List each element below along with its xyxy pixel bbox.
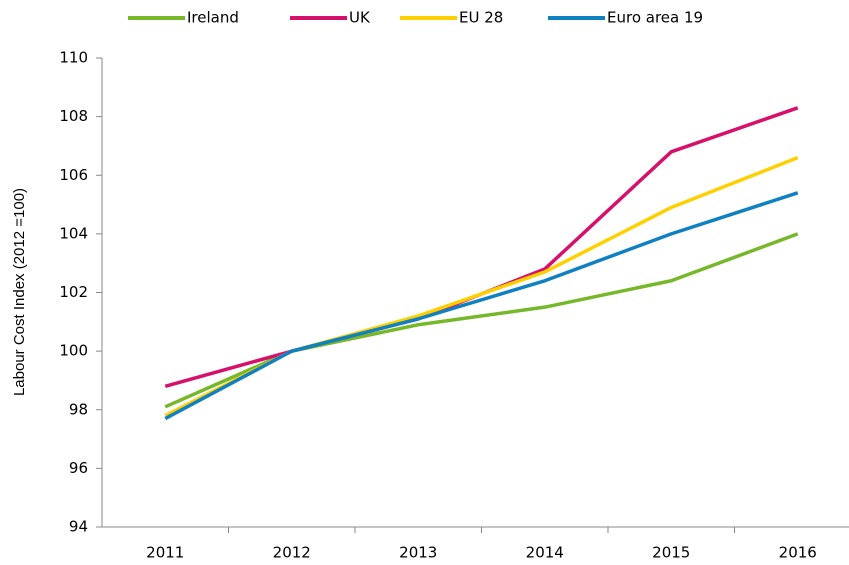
y-tick-label: 108	[59, 107, 88, 125]
y-tick-label: 104	[59, 224, 88, 242]
x-tick-label: 2015	[652, 544, 690, 562]
y-axis-label: Labour Cost Index (2012 =100)	[11, 188, 28, 396]
x-tick-label: 2016	[779, 544, 817, 562]
x-tick-label: 2014	[526, 544, 564, 562]
y-tick-label: 96	[69, 459, 88, 477]
series-line	[164, 191, 799, 421]
y-tick-label: 94	[69, 518, 88, 536]
legend-label: UK	[349, 9, 371, 27]
series-line	[164, 156, 799, 418]
x-tick-label: 2012	[273, 544, 311, 562]
legend-label: Euro area 19	[607, 9, 703, 27]
y-tick-label: 102	[59, 283, 88, 301]
x-tick-label: 2011	[146, 544, 184, 562]
y-tick-label: 98	[69, 400, 88, 418]
y-tick-label: 106	[59, 166, 88, 184]
legend-label: Ireland	[187, 9, 239, 27]
series-line	[164, 232, 799, 409]
x-tick-label: 2013	[399, 544, 437, 562]
legend-label: EU 28	[459, 9, 503, 27]
y-tick-label: 100	[59, 342, 88, 360]
series-line	[164, 106, 799, 388]
y-tick-label: 110	[59, 49, 88, 67]
